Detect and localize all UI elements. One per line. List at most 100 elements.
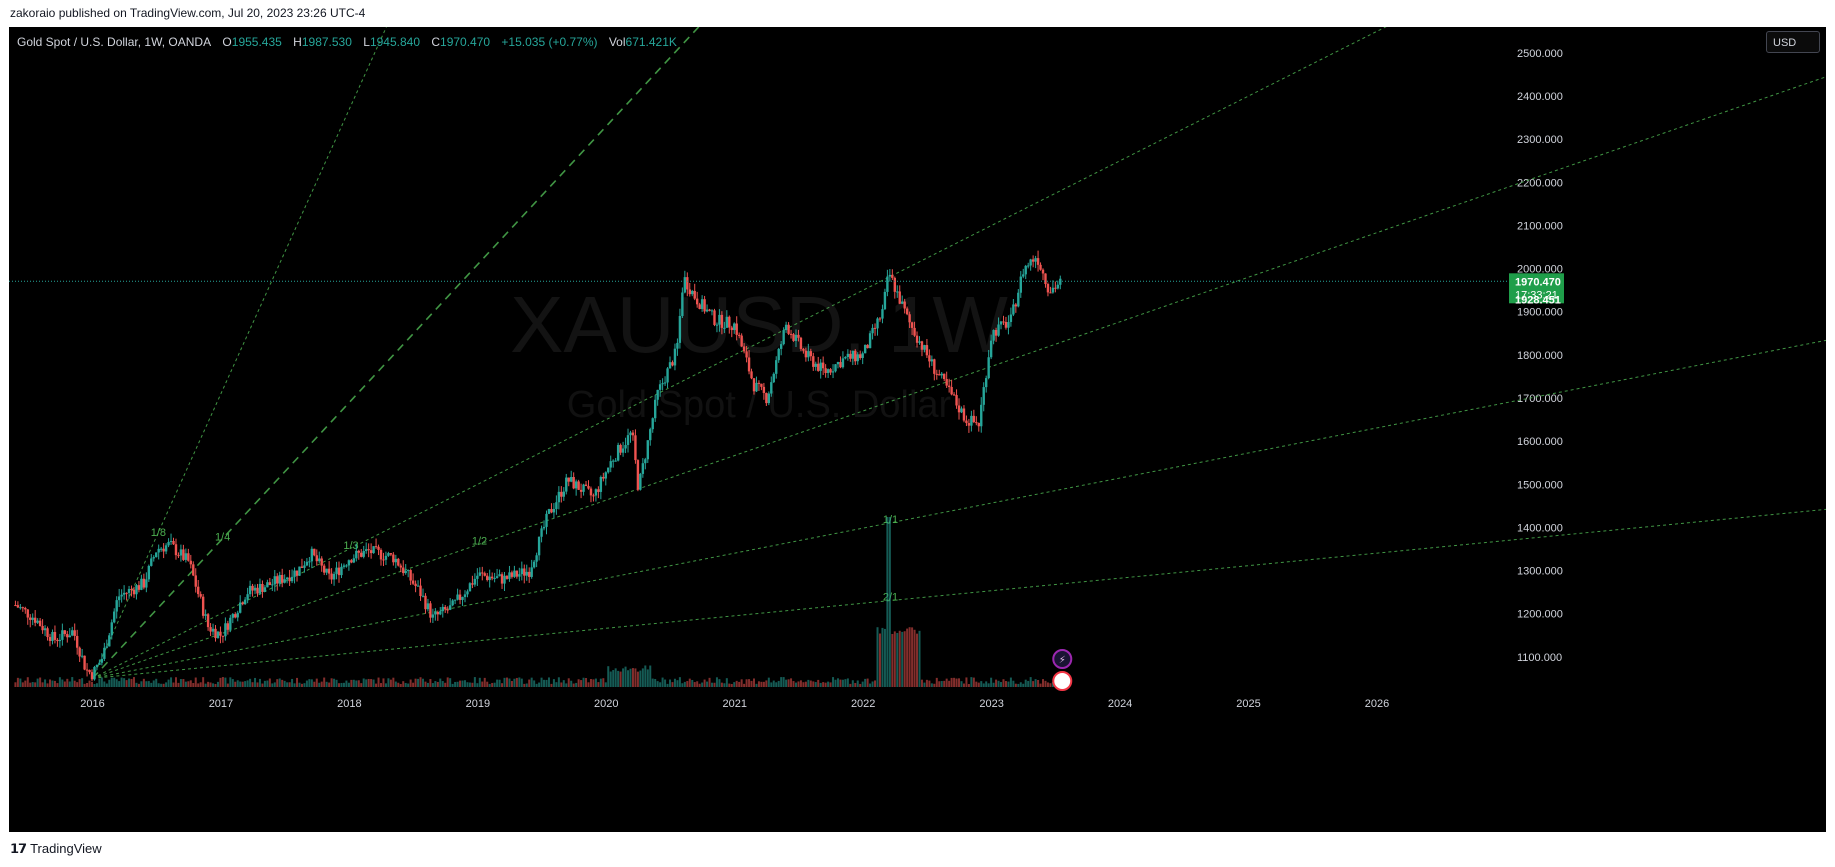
y-tick-label: 1900.000 [1517, 307, 1563, 319]
volume-bar [950, 677, 953, 687]
candle-body [66, 633, 69, 638]
volume-bar [856, 680, 859, 687]
volume-bar [619, 671, 622, 687]
tradingview-brand[interactable]: 𝟭𝟳 TradingView [10, 841, 102, 857]
volume-bar [88, 680, 91, 687]
volume-bar [817, 679, 820, 687]
volume-bar [177, 682, 180, 687]
candle-body [500, 574, 504, 584]
volume-bar [515, 677, 518, 687]
volume-bar [930, 683, 933, 687]
candle-body [169, 540, 173, 542]
volume-bar [683, 681, 686, 687]
volume-bar [1042, 679, 1045, 687]
volume-bar [703, 679, 706, 687]
candle-body [295, 570, 299, 576]
volume-bar [567, 678, 570, 687]
volume-bar [804, 681, 807, 687]
candle-body [819, 362, 822, 371]
volume-bar [525, 683, 528, 687]
volume-bar [903, 631, 906, 687]
volume-bar [745, 679, 748, 687]
candle-body [891, 274, 894, 278]
legend-symbol[interactable]: Gold Spot / U.S. Dollar, 1W, OANDA [17, 35, 212, 49]
volume-bar [473, 677, 476, 687]
volume-bar [266, 680, 269, 687]
volume-bar [14, 682, 17, 687]
chart-frame[interactable]: XAUUSD, 1W Gold Spot / U.S. Dollar 1100.00… [9, 27, 1826, 832]
candle-body [288, 577, 291, 582]
candle-body [770, 382, 773, 394]
currency-button[interactable]: USD [1766, 31, 1820, 53]
volume-bar [812, 681, 815, 687]
volume-bar [335, 679, 338, 687]
volume-bar [953, 677, 956, 687]
x-tick-label: 2019 [466, 698, 490, 710]
volume-bar [95, 683, 98, 687]
volume-bar [426, 682, 429, 687]
candle-body [463, 594, 467, 597]
candle-body [762, 386, 766, 393]
candle-body [844, 356, 847, 359]
volume-bar [246, 680, 249, 687]
candle-body [1002, 321, 1005, 323]
volume-bar [199, 682, 202, 687]
volume-bar [718, 679, 721, 687]
candle-body [594, 489, 598, 496]
candle-body [19, 607, 22, 609]
volume-bar [90, 681, 93, 687]
candle-body [310, 548, 314, 562]
volume-bar [493, 682, 496, 687]
volume-bar [286, 682, 289, 687]
candle-body [1059, 278, 1062, 285]
candle-body [572, 477, 575, 489]
candle-body [379, 549, 383, 560]
candle-body [157, 548, 160, 553]
volume-bar [466, 682, 469, 687]
candle-body [901, 301, 904, 304]
last-price-badge[interactable] [1509, 273, 1564, 304]
volume-bar [622, 668, 625, 687]
volume-bar [990, 677, 993, 687]
volume-bar [86, 682, 89, 687]
candle-body [194, 575, 197, 587]
candle-body [1019, 276, 1022, 293]
candle-body [999, 321, 1003, 325]
candle-body [103, 647, 106, 659]
candle-body [283, 579, 286, 583]
candle-body [784, 324, 788, 331]
candle-body [110, 622, 113, 636]
volume-bar [748, 679, 751, 687]
volume-bar [738, 681, 741, 687]
x-tick-label: 2024 [1108, 698, 1132, 710]
legend-open-label: O [222, 35, 232, 49]
last-price-value: 1970.470 [1515, 276, 1561, 288]
volume-bar [367, 678, 370, 687]
candle-body [587, 485, 590, 489]
candle-body [567, 477, 570, 482]
volume-bar [46, 683, 49, 687]
candle-body [372, 546, 375, 554]
candle-body [248, 585, 252, 595]
candle-body [325, 568, 328, 573]
volume-bar [543, 679, 546, 687]
price-chart[interactable]: XAUUSD, 1W Gold Spot / U.S. Dollar 1100.00… [9, 27, 1826, 832]
lightning-event-icon[interactable] [1052, 649, 1073, 669]
candle-body [29, 617, 32, 620]
candle-body [56, 639, 59, 642]
y-tick-label: 2400.000 [1517, 91, 1563, 103]
candle-body [46, 628, 49, 638]
volume-bar [814, 682, 817, 687]
candle-body [836, 362, 840, 365]
candle-body [271, 584, 274, 586]
y-tick-label: 1200.000 [1517, 609, 1563, 621]
candle-body [616, 444, 620, 461]
candle-body [397, 558, 400, 566]
volume-bar [967, 683, 970, 687]
volume-bar [328, 682, 331, 687]
candle-body [1012, 304, 1015, 315]
candle-body [772, 373, 775, 383]
volume-bar [160, 683, 163, 687]
us-flag-event-icon[interactable] [1052, 671, 1073, 691]
candle-body [715, 324, 719, 326]
